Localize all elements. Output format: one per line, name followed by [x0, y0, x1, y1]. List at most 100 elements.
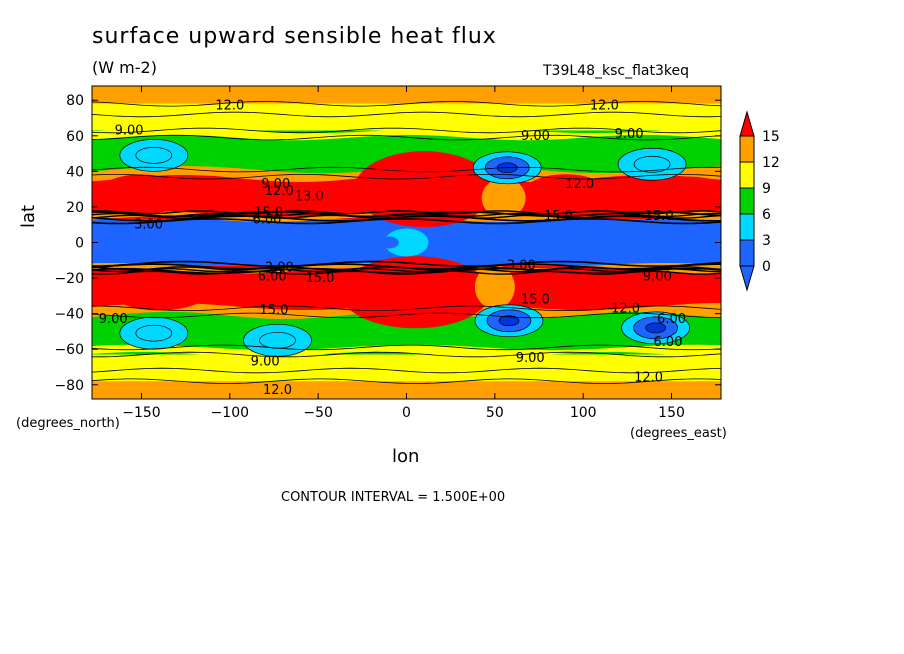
contour-line: [92, 305, 721, 311]
colorbar-swatch: [739, 187, 755, 215]
contour-label: 6.00: [657, 312, 686, 327]
colorbar-label: 12: [762, 155, 780, 171]
colorbar-label: 9: [762, 181, 771, 197]
contour-label: 9.00: [99, 312, 128, 327]
colorbar-label: 0: [762, 259, 771, 275]
contour-label: 9.00: [643, 269, 672, 284]
contour-label: 15.0: [260, 303, 289, 318]
lat-band: [92, 103, 721, 131]
contour-line: [92, 267, 721, 275]
contour-label: 3.00: [134, 218, 163, 233]
contour-line: [92, 260, 721, 267]
y-tick-label: 20: [66, 200, 84, 216]
colorbar-swatch: [739, 161, 755, 189]
red-bulge: [520, 174, 611, 219]
flux-minimum-core: [633, 155, 671, 173]
contour-line: [92, 266, 721, 271]
contour-label: 6.00: [252, 212, 281, 227]
contour-label: 9.00: [521, 129, 550, 144]
contour-line: [92, 267, 721, 273]
contour-line: [92, 218, 721, 225]
contour-label: 15.0: [544, 209, 573, 224]
band-edge: [92, 127, 721, 141]
contour-line: [92, 351, 721, 358]
contour-label: 9.00: [615, 127, 644, 142]
y-tick-label: −80: [54, 378, 84, 394]
contour-line: [92, 134, 721, 141]
contour-label: 12.0: [265, 184, 294, 199]
colorbar-swatch: [739, 135, 755, 163]
contour-line: [92, 270, 721, 275]
contour-label: 15.0: [521, 292, 550, 307]
contour-label: 12.0: [590, 99, 619, 114]
chart-units: (W m-2): [92, 58, 157, 77]
y-tick-label: 60: [66, 129, 84, 145]
contour-line: [92, 312, 721, 319]
x-tick-label: 100: [570, 405, 597, 421]
y-tick-label: 80: [66, 93, 84, 109]
x-tick-label: 50: [486, 405, 504, 421]
axes: −150 −100 −50 0 50 100 150 80 60 40 20 0 −20 −40 −60 −8…: [54, 86, 721, 421]
contour-interval-note: CONTOUR INTERVAL = 1.500E+00: [281, 490, 506, 505]
lat-band: [92, 381, 721, 399]
contour-label: 15.0: [645, 209, 674, 224]
chart-title: surface upward sensible heat flux: [92, 24, 497, 49]
colorbar: 0 3 6 9 12 15: [739, 110, 780, 292]
y-tick-label: 40: [66, 164, 84, 180]
contour-label: 6.00: [654, 335, 683, 350]
flux-minimum-core: [259, 331, 296, 349]
y-unit-label: (degrees_north): [16, 416, 120, 431]
x-axis-label: lon: [392, 446, 420, 467]
contour-label: 3.00: [507, 259, 536, 274]
colorbar-swatch: [739, 239, 755, 267]
contour-line: [92, 101, 721, 107]
contour-line: [92, 367, 721, 374]
flux-minimum-core: [645, 322, 666, 334]
y-tick-label: −20: [54, 271, 84, 287]
red-bulge: [523, 266, 644, 311]
contour-label: 12.0: [565, 177, 594, 192]
equator-notch: [384, 228, 429, 257]
contour-label: 6.00: [258, 269, 287, 284]
contour-label: 9.00: [115, 123, 144, 138]
equator-core: [449, 232, 470, 253]
lat-band: [92, 354, 721, 382]
contour-line: [92, 174, 721, 180]
contour-label: 3.00: [265, 260, 294, 275]
x-tick-label: −50: [303, 405, 333, 421]
contour-label: 9.00: [261, 177, 290, 192]
colorbar-swatch: [739, 110, 755, 137]
x-tick-label: 150: [658, 405, 685, 421]
flux-minimum-core: [135, 324, 173, 342]
contour-label: 9.00: [251, 355, 280, 370]
contour-line: [92, 210, 721, 215]
contour-label: 15.0: [254, 205, 283, 220]
y-tick-label: −40: [54, 307, 84, 323]
orange-gap: [481, 178, 526, 219]
x-tick-label: −100: [211, 405, 249, 421]
contour-lines: [92, 101, 721, 384]
colorbar-swatch: [739, 213, 755, 241]
contour-label: 15.0: [305, 271, 334, 286]
y-tick-label: −60: [54, 342, 84, 358]
contour-label: 12.0: [263, 383, 292, 398]
x-unit-label: (degrees_east): [630, 426, 727, 441]
equator-core: [378, 236, 399, 249]
band-edge: [92, 344, 721, 358]
contour-line: [92, 378, 721, 384]
contour-label: 9.00: [516, 351, 545, 366]
red-bulge: [649, 176, 721, 213]
x-tick-label: 0: [402, 405, 411, 421]
contour-line: [92, 344, 721, 351]
colorbar-label: 15: [762, 129, 780, 145]
contour-line: [92, 212, 721, 218]
contour-label: 12.0: [634, 371, 663, 386]
red-bulge: [109, 270, 210, 311]
y-tick-label: 0: [75, 236, 84, 252]
orange-gap: [474, 264, 515, 309]
run-label: T39L48_ksc_flat3keq: [543, 63, 689, 79]
flux-minimum-core: [498, 315, 520, 327]
contour-line: [92, 166, 721, 173]
contour-label: 13.0: [295, 189, 324, 204]
